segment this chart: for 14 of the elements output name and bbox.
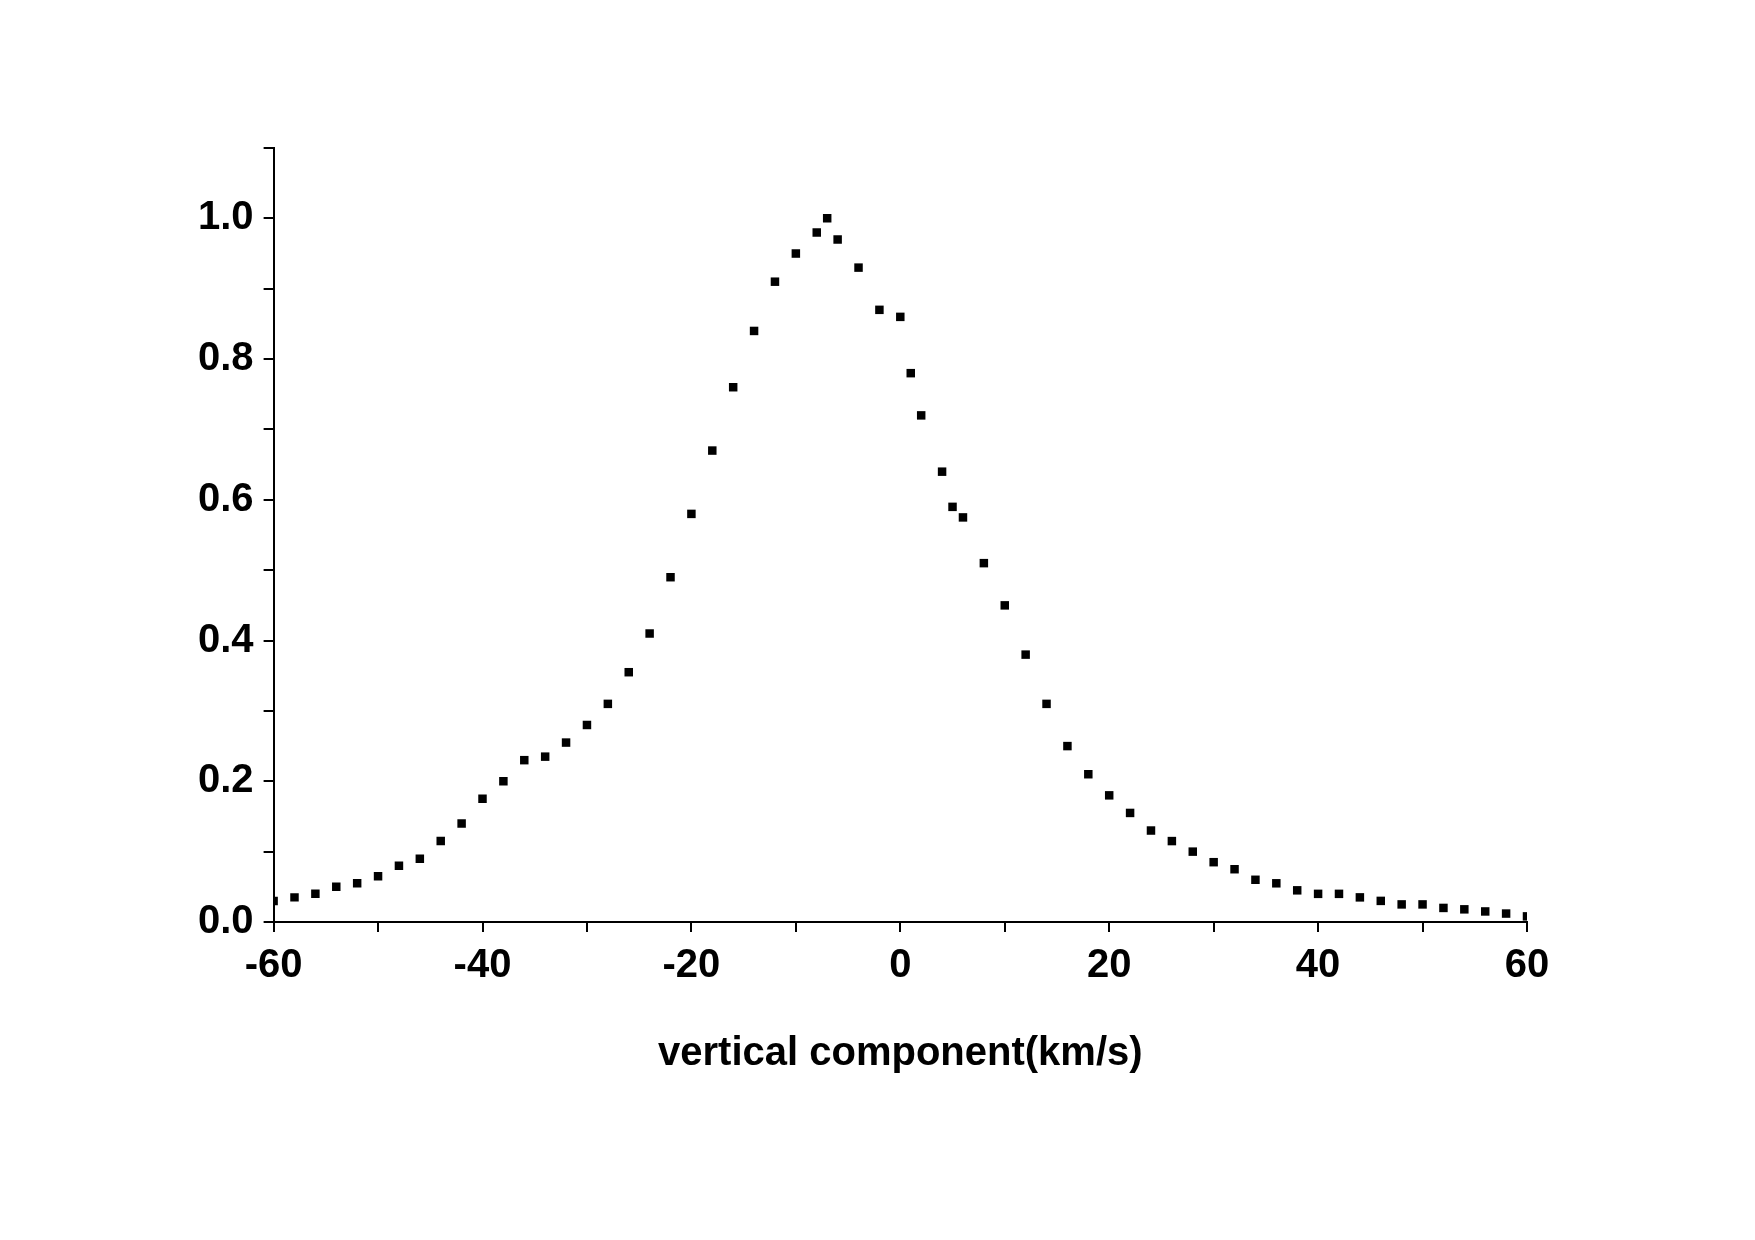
x-axis-title: vertical component(km/s) [658, 1029, 1143, 1074]
y-tick-label: 1.0 [198, 193, 254, 238]
x-tick-label: 0 [889, 941, 912, 986]
y-tick-label: 0.0 [198, 897, 254, 942]
x-tick-label: 60 [1504, 941, 1550, 986]
y-tick-label: 0.8 [198, 334, 254, 379]
x-tick-label: -20 [662, 941, 721, 986]
x-tick-label: 40 [1295, 941, 1341, 986]
x-tick-label: 20 [1086, 941, 1132, 986]
y-tick-label: 0.4 [198, 615, 255, 660]
y-tick-label: 0.6 [198, 474, 254, 519]
y-tick-label: 0.2 [198, 756, 254, 801]
x-tick-label: -40 [453, 941, 512, 986]
x-tick-label: -60 [244, 941, 303, 986]
